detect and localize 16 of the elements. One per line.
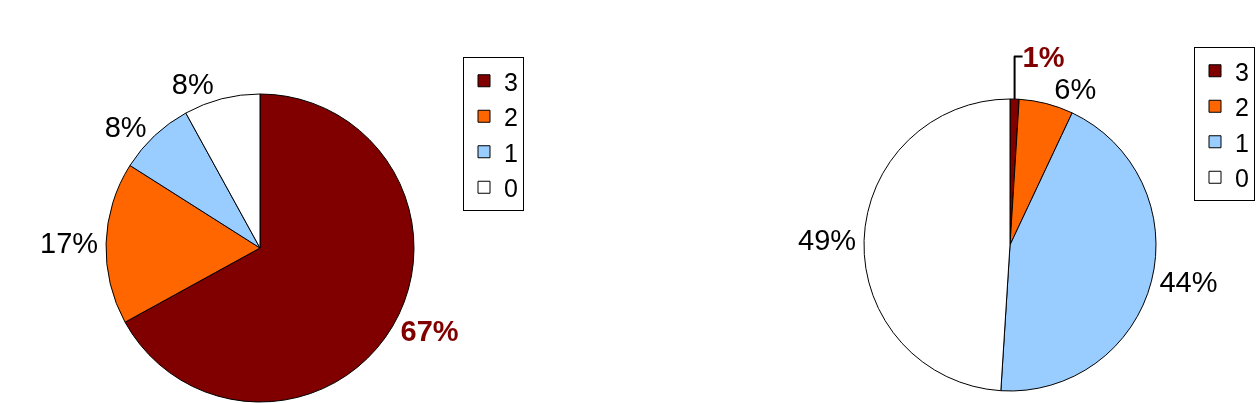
data-label: 8% <box>171 67 214 100</box>
legend-label: 1 <box>1235 128 1249 157</box>
data-label: 6% <box>1054 72 1097 105</box>
legend-label: 3 <box>1235 57 1249 86</box>
data-label: 17% <box>40 227 99 260</box>
data-label: 49% <box>798 224 857 257</box>
legend-label: 2 <box>504 103 518 131</box>
legend-label: 2 <box>1235 93 1249 121</box>
data-label: 8% <box>104 111 147 144</box>
legend-label: 3 <box>504 67 518 96</box>
data-label: 44% <box>1159 266 1218 299</box>
data-label: 67% <box>400 314 459 347</box>
legend-label: 0 <box>1235 164 1249 192</box>
legend-label: 0 <box>504 174 518 202</box>
data-label: 1% <box>1022 40 1065 73</box>
legend-label: 1 <box>504 138 518 167</box>
